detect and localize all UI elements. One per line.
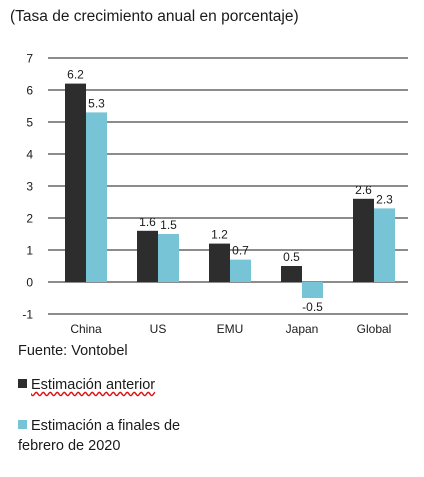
data-label: 2.3 bbox=[376, 192, 393, 206]
y-tick-label: 3 bbox=[26, 180, 33, 194]
bar bbox=[353, 198, 374, 282]
legend-label-current: Estimación a finales de febrero de 2020 bbox=[18, 418, 181, 454]
y-tick-label: 4 bbox=[26, 148, 33, 162]
bars bbox=[65, 83, 395, 298]
bar bbox=[86, 112, 107, 283]
x-tick-label: Global bbox=[357, 322, 392, 336]
bar bbox=[374, 208, 395, 282]
data-label: -0.5 bbox=[302, 300, 323, 314]
source-note: Fuente: Vontobel bbox=[18, 343, 128, 359]
data-labels: 6.2 5.3 1.6 1.5 1.2 0.7 0.5 -0.5 2.6 2.3 bbox=[67, 68, 393, 314]
chart-subtitle: (Tasa de crecimiento anual en porcentaje… bbox=[10, 8, 299, 25]
legend-label-previous: Estimación anterior bbox=[31, 377, 156, 393]
y-tick-label: 2 bbox=[26, 212, 33, 226]
y-tick-label: 1 bbox=[26, 244, 33, 258]
bar bbox=[65, 83, 86, 282]
bar bbox=[158, 234, 179, 282]
legend-item-current: Estimación a finales de febrero de 2020 bbox=[18, 416, 218, 456]
data-label: 0.5 bbox=[283, 250, 300, 264]
data-label: 1.5 bbox=[160, 218, 177, 232]
y-tick-label: 5 bbox=[26, 116, 33, 130]
y-tick-label: 6 bbox=[26, 84, 33, 98]
data-label: 0.7 bbox=[232, 244, 249, 258]
legend-item-previous: Estimación anterior bbox=[18, 375, 155, 395]
y-axis-ticks: -1 0 1 2 3 4 5 6 7 bbox=[22, 52, 33, 322]
bar bbox=[209, 243, 230, 282]
data-label: 6.2 bbox=[67, 68, 84, 82]
bar-chart: -1 0 1 2 3 4 5 6 7 6.2 5.3 1.6 1.5 1.2 0.7 0.5 -0.5 2.6 2… bbox=[22, 52, 408, 336]
legend-swatch-current bbox=[18, 420, 27, 429]
data-label: 2.6 bbox=[355, 183, 372, 197]
bar bbox=[230, 259, 251, 282]
y-tick-label: -1 bbox=[22, 308, 33, 322]
bar bbox=[302, 282, 323, 298]
bar bbox=[137, 230, 158, 282]
x-tick-label: China bbox=[70, 322, 102, 336]
y-tick-label: 0 bbox=[26, 276, 33, 290]
bar bbox=[281, 266, 302, 282]
y-tick-label: 7 bbox=[26, 52, 33, 66]
data-label: 1.6 bbox=[139, 215, 156, 229]
x-tick-label: Japan bbox=[286, 322, 319, 336]
x-axis-ticks: China US EMU Japan Global bbox=[70, 322, 391, 336]
x-tick-label: US bbox=[150, 322, 167, 336]
data-label: 5.3 bbox=[88, 96, 105, 110]
legend-swatch-previous bbox=[18, 379, 27, 388]
data-label: 1.2 bbox=[211, 228, 228, 242]
x-tick-label: EMU bbox=[217, 322, 244, 336]
